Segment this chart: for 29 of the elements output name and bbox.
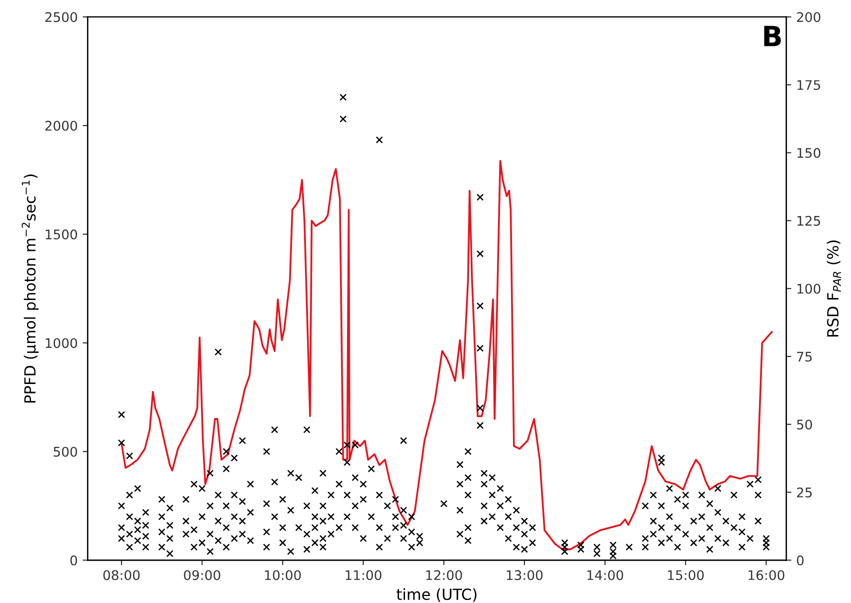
y2-tick-label: 150: [797, 148, 820, 158]
y2-tick-label: 200: [797, 12, 820, 22]
y2-tick-label: 100: [797, 284, 820, 294]
y2-tick-label: 125: [797, 216, 820, 226]
line-series: [120, 160, 773, 550]
x-tick-label: 09:00: [184, 570, 220, 580]
y-tick-label: 1500: [46, 229, 78, 240]
x-tick-label: 16:00: [748, 570, 784, 580]
y-axis-title: PPFD (μmol photon m$^{−2}$sec$^{−1}$): [22, 174, 39, 402]
x-tick-label: 15:00: [668, 570, 704, 580]
annotation: B: [764, 26, 781, 46]
x-tick-label: 14:00: [587, 570, 624, 580]
y-tick-label: 500: [54, 446, 78, 457]
x-tick-label: 13:00: [506, 570, 543, 580]
y-tick-label: 2500: [45, 12, 78, 22]
y-tick-label: 1000: [46, 338, 78, 348]
x-tick-label: 11:00: [346, 570, 382, 580]
y-tick-label: 2000: [45, 120, 78, 131]
x-tick-label: 10:00: [265, 570, 301, 580]
y2-tick-label: 175: [797, 80, 820, 90]
x-tick-label: 08:00: [103, 570, 140, 580]
y-tick-label: 0: [70, 555, 78, 566]
y2-tick-label: 0: [796, 555, 804, 566]
y2-axis-title: RSD F$_{PAR}$ (%): [826, 240, 841, 336]
x-axis-title: time (UTC): [396, 588, 476, 602]
y2-tick-label: 50: [797, 420, 812, 430]
x-tick-label: 12:00: [426, 570, 462, 580]
y2-tick-label: 25: [797, 487, 812, 498]
y2-tick-label: 75: [797, 352, 812, 362]
